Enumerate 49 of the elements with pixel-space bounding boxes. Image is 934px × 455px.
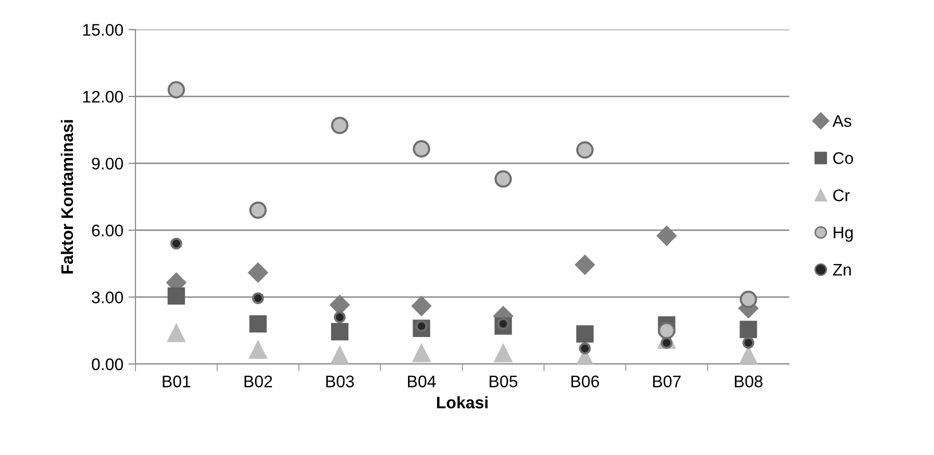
legend-label: Zn bbox=[832, 264, 851, 276]
legend-label: Co bbox=[833, 152, 854, 164]
x-tick-label: B01 bbox=[162, 376, 190, 388]
y-tick-label: 0.00 bbox=[92, 358, 123, 370]
x-tick-label: B06 bbox=[571, 376, 600, 388]
point bbox=[168, 287, 185, 305]
point bbox=[412, 343, 431, 362]
point bbox=[252, 292, 264, 304]
point bbox=[249, 315, 267, 333]
point bbox=[170, 238, 182, 250]
point bbox=[411, 296, 432, 316]
x-tick-label: B02 bbox=[244, 376, 272, 388]
legend-label: Hg bbox=[834, 226, 853, 242]
point bbox=[740, 290, 758, 308]
point bbox=[249, 201, 267, 219]
point bbox=[331, 322, 348, 340]
x-tick-label: B05 bbox=[490, 376, 518, 388]
y-tick-label: 12.00 bbox=[83, 90, 123, 103]
x-tick-label: B03 bbox=[326, 376, 354, 388]
point bbox=[334, 311, 346, 324]
y-tick-label: 6.00 bbox=[92, 224, 123, 236]
point bbox=[331, 116, 348, 134]
point bbox=[576, 141, 594, 159]
x-tick-label: B07 bbox=[653, 376, 681, 388]
point bbox=[168, 81, 185, 98]
point bbox=[740, 320, 758, 338]
point bbox=[166, 323, 186, 342]
point bbox=[658, 322, 676, 340]
point bbox=[742, 336, 754, 349]
x-tick-label: B08 bbox=[734, 376, 762, 388]
point bbox=[656, 226, 677, 246]
point bbox=[574, 254, 596, 275]
legend-label: Cr bbox=[833, 189, 850, 202]
legend-label: As bbox=[832, 115, 852, 127]
point bbox=[576, 325, 594, 343]
point bbox=[248, 340, 268, 359]
y-axis-title: Faktor Kontaminasi bbox=[60, 120, 74, 274]
point bbox=[579, 342, 591, 354]
point bbox=[494, 170, 512, 188]
y-tick-label: 9.00 bbox=[92, 158, 123, 170]
x-tick-label: B04 bbox=[408, 376, 436, 388]
x-axis-title: Lokasi bbox=[437, 396, 488, 408]
point bbox=[248, 262, 268, 283]
point bbox=[412, 140, 430, 158]
point bbox=[494, 343, 513, 362]
y-tick-label: 15.00 bbox=[83, 24, 123, 36]
point bbox=[660, 336, 673, 349]
point bbox=[330, 346, 350, 364]
y-tick-label: 3.00 bbox=[92, 292, 123, 304]
